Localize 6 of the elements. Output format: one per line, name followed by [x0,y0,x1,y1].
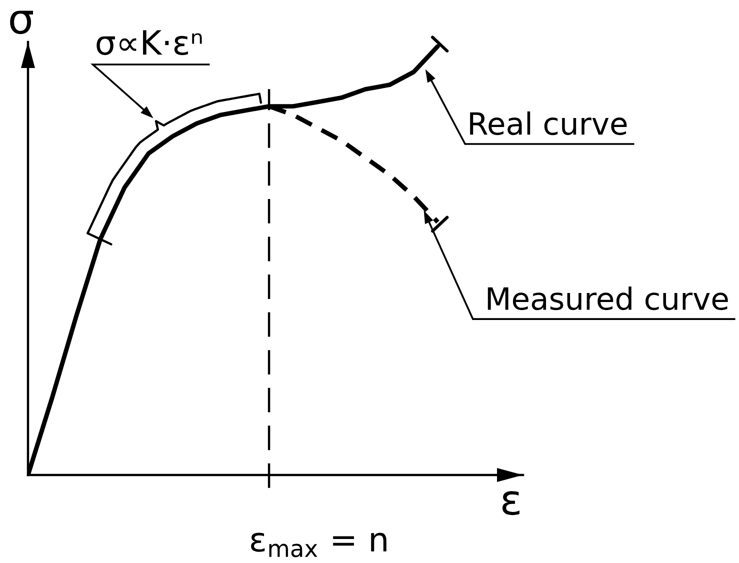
text: ε$_{max}$ = n [251,532,386,558]
text: Real curve [470,111,627,136]
x-axis-title: ε [502,491,520,516]
annotation: σ∝K·εⁿ [96,30,202,56]
y-axis-title: σ [10,10,33,34]
text: Measured curve [488,286,728,310]
